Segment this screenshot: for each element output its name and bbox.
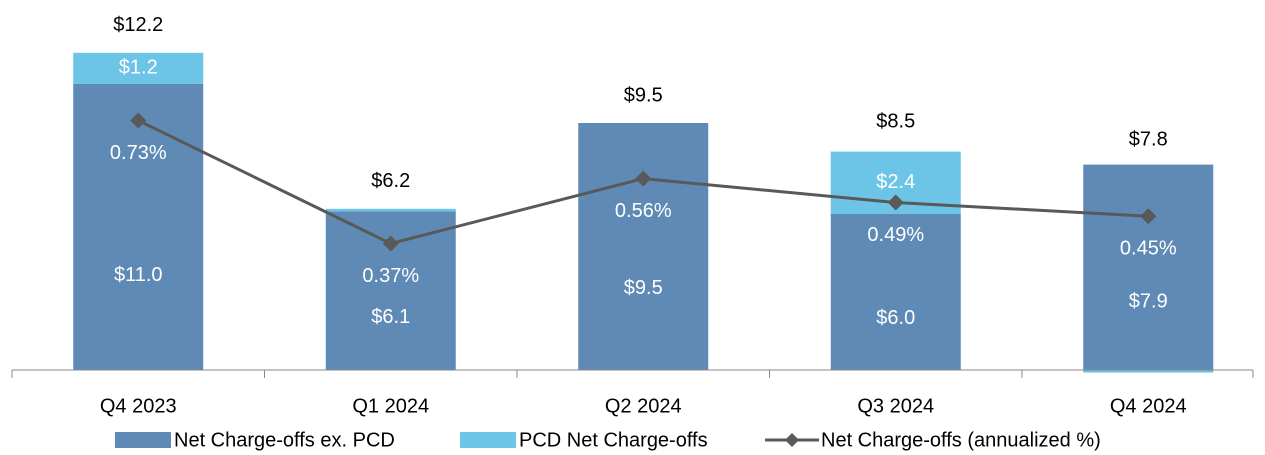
bar-segment [1083, 370, 1214, 373]
total-label: $7.8 [1129, 128, 1168, 150]
legend-label: Net Charge-offs (annualized %) [821, 429, 1101, 451]
legend-label: PCD Net Charge-offs [519, 429, 708, 451]
line-value-label: 0.37% [362, 265, 419, 287]
line-marker [382, 235, 399, 252]
line-marker [635, 170, 652, 187]
x-tick-label: Q1 2024 [352, 395, 429, 417]
legend-marker [785, 433, 799, 447]
line-value-label: 0.73% [110, 142, 167, 164]
bar-value-label: $2.4 [876, 171, 915, 193]
total-label: $8.5 [876, 110, 915, 132]
bar-segment [830, 214, 961, 370]
line-marker [1140, 208, 1157, 225]
legend-swatch [460, 432, 516, 448]
line-marker [130, 112, 147, 129]
bar-value-label: $6.0 [876, 307, 915, 329]
bar-segment [73, 52, 204, 84]
bar-segment [578, 123, 709, 370]
total-label: $12.2 [113, 14, 163, 36]
bar-segment [325, 211, 456, 370]
bar-value-label: $7.9 [1129, 290, 1168, 312]
legend-label: Net Charge-offs ex. PCD [174, 429, 395, 451]
x-tick-label: Q4 2023 [100, 395, 177, 417]
bar-segment [73, 84, 204, 370]
total-label: $6.2 [371, 170, 410, 192]
line-value-label: 0.56% [615, 200, 672, 222]
bar-segment [1083, 164, 1214, 370]
x-tick-label: Q3 2024 [857, 395, 934, 417]
total-label: $9.5 [624, 84, 663, 106]
line-value-label: 0.49% [867, 224, 924, 246]
bar-value-label: $6.1 [371, 306, 410, 328]
bar-value-label: $11.0 [114, 264, 163, 286]
x-tick-label: Q2 2024 [605, 395, 682, 417]
line-marker [887, 194, 904, 211]
bar-value-label: $9.5 [624, 277, 663, 299]
bar-value-label: $1.2 [119, 57, 158, 79]
line-value-label: 0.45% [1120, 237, 1177, 259]
bar-segment [325, 208, 456, 212]
legend-swatch [115, 432, 171, 448]
x-tick-label: Q4 2024 [1110, 395, 1187, 417]
